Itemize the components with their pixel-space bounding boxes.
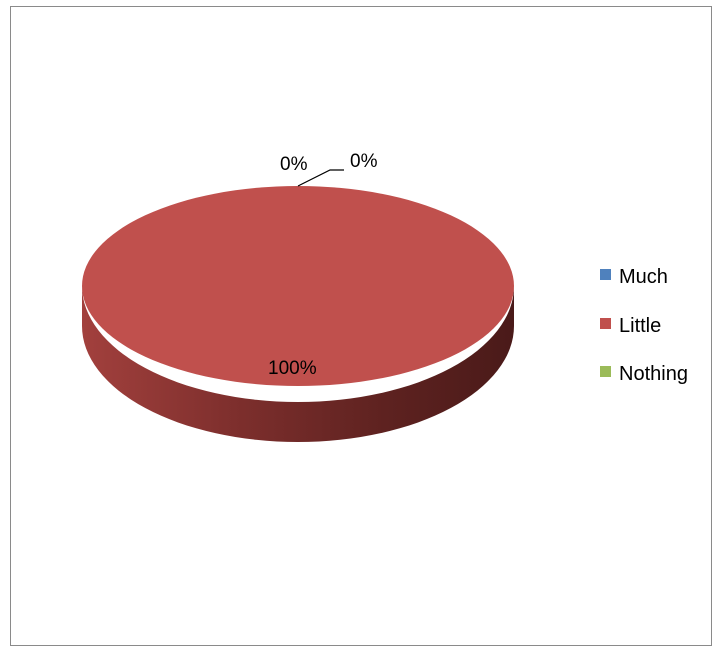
legend-swatch-little <box>600 318 611 329</box>
pie-chart: 0% 0% 100% Much Little Nothing <box>82 151 688 442</box>
data-label-much: 0% <box>280 154 308 175</box>
legend: Much Little Nothing <box>600 266 688 385</box>
pie-side-little <box>82 286 514 442</box>
legend-label-nothing: Nothing <box>619 363 688 385</box>
legend-label-little: Little <box>619 315 661 337</box>
data-label-little: 100% <box>268 358 317 379</box>
legend-swatch-much <box>600 269 611 280</box>
leader-line <box>297 169 344 187</box>
pie-slice-little <box>82 186 514 386</box>
data-label-nothing: 0% <box>350 151 378 172</box>
legend-label-much: Much <box>619 266 668 288</box>
legend-swatch-nothing <box>600 366 611 377</box>
